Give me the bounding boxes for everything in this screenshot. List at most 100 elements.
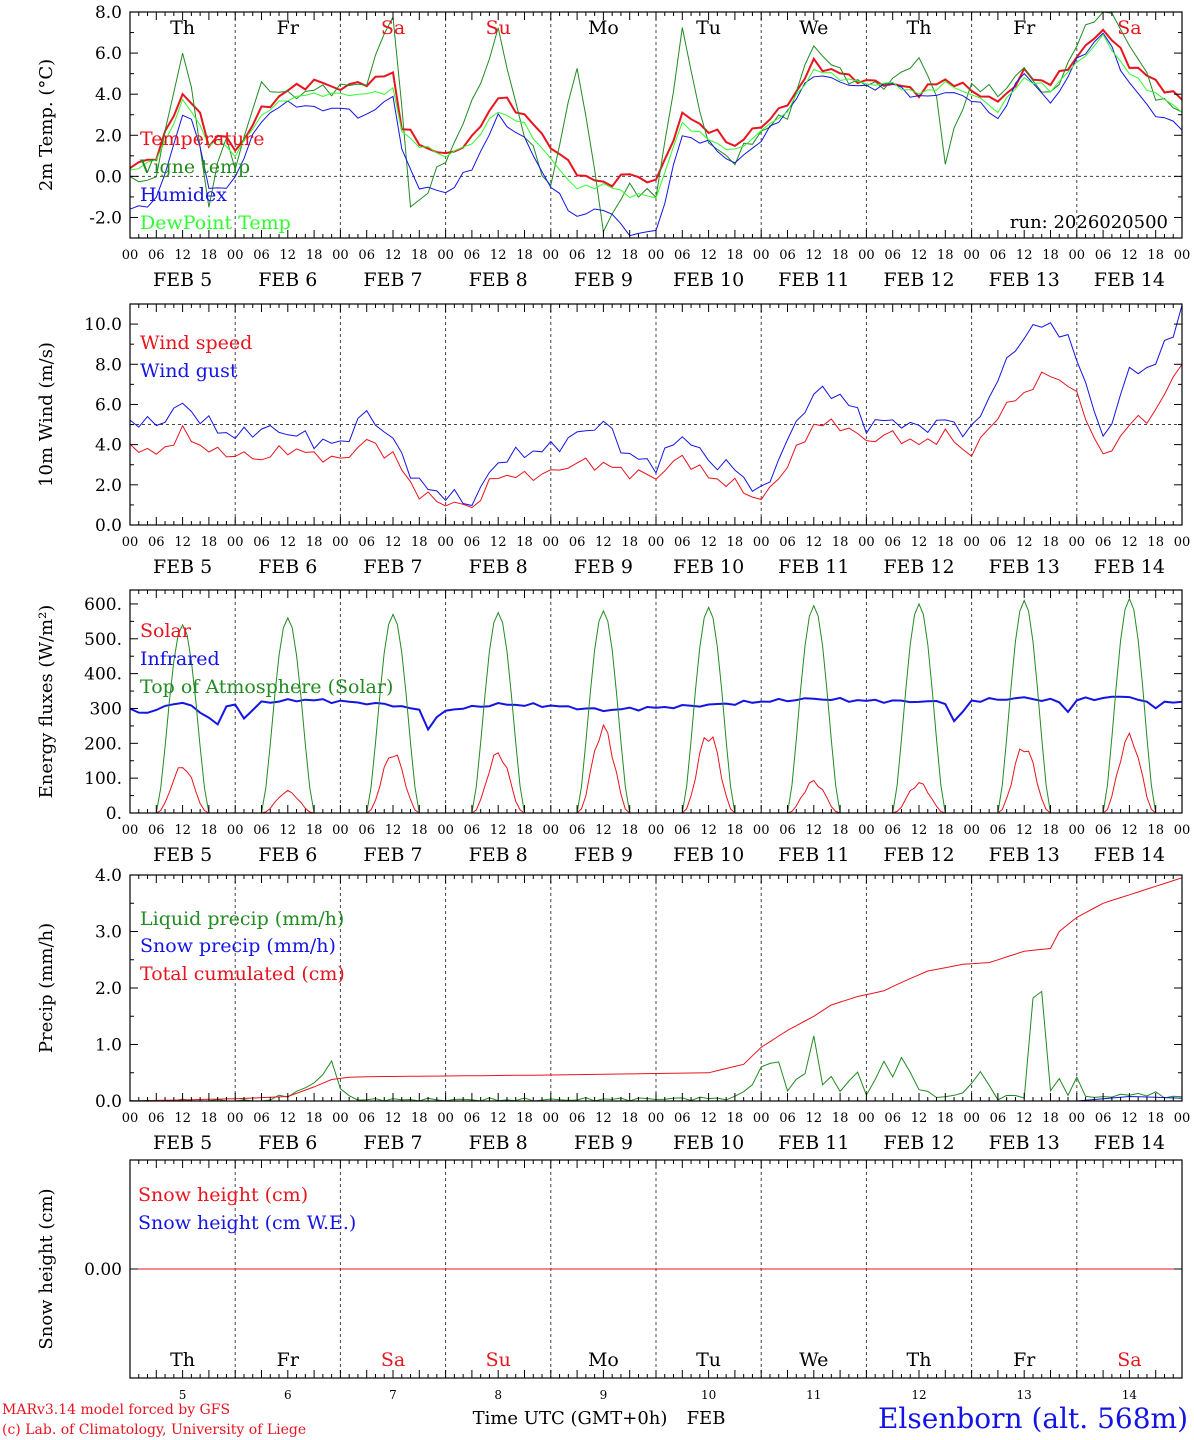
hour-label: 18 <box>1147 1111 1164 1126</box>
y-axis-label: Precip (mm/h) <box>36 923 57 1053</box>
hour-label: 18 <box>201 535 218 550</box>
hour-label: 06 <box>1095 1111 1112 1126</box>
hour-label: 18 <box>516 823 533 838</box>
date-label: FEB 6 <box>258 556 317 578</box>
weekday-label-bottom: Tu <box>696 1349 721 1371</box>
hour-label: 06 <box>1095 535 1112 550</box>
hour-label: 00 <box>227 248 244 263</box>
temp-panel <box>129 11 1183 239</box>
date-label: FEB 9 <box>574 269 633 291</box>
hour-label: 00 <box>543 823 560 838</box>
weekday-label-top: Tu <box>696 17 721 39</box>
hour-label: 12 <box>490 535 507 550</box>
y-tick-label: 3.0 <box>95 923 122 943</box>
energy-panel <box>129 589 1183 814</box>
line-infrared <box>129 695 1183 732</box>
hour-label: 00 <box>122 248 139 263</box>
legend-infrared: Infrared <box>140 648 220 670</box>
weekday-label-top: Th <box>907 17 932 39</box>
hour-label: 00 <box>437 1111 454 1126</box>
hour-label: 12 <box>595 1111 612 1126</box>
hour-label: 18 <box>306 823 323 838</box>
hour-label: 18 <box>937 535 954 550</box>
hour-label: 06 <box>779 248 796 263</box>
weekday-label-bottom: We <box>799 1349 828 1371</box>
hour-label: 12 <box>806 1111 823 1126</box>
line-wind-speed <box>129 364 1183 509</box>
line-total-cumulated <box>129 877 1183 1102</box>
date-label: FEB 14 <box>1094 1132 1165 1154</box>
hour-label: 18 <box>516 535 533 550</box>
legend-snow-precip: Snow precip (mm/h) <box>140 935 336 957</box>
hour-label: 18 <box>621 248 638 263</box>
y-tick-label: -2.0 <box>89 208 122 228</box>
hour-label: 18 <box>937 1111 954 1126</box>
hour-label: 06 <box>148 1111 165 1126</box>
hour-label: 06 <box>253 248 270 263</box>
hour-label: 00 <box>648 248 665 263</box>
hour-label: 12 <box>595 248 612 263</box>
hour-label: 12 <box>700 248 717 263</box>
hour-label: 06 <box>674 535 691 550</box>
hour-label: 12 <box>174 823 191 838</box>
hour-label: 18 <box>1147 248 1164 263</box>
hour-label: 00 <box>858 823 875 838</box>
y-tick-label: 2.0 <box>95 979 122 999</box>
hour-label: 18 <box>411 1111 428 1126</box>
y-tick-label: 0.00 <box>84 1260 122 1280</box>
hour-label: 18 <box>411 248 428 263</box>
date-label: FEB 7 <box>363 844 422 866</box>
hour-label: 12 <box>911 248 928 263</box>
day-number-label: 10 <box>701 1388 716 1402</box>
hour-label: 06 <box>464 248 481 263</box>
hour-label: 06 <box>569 535 586 550</box>
date-label: FEB 12 <box>883 844 954 866</box>
hour-label: 12 <box>490 248 507 263</box>
date-label: FEB 14 <box>1094 556 1165 578</box>
hour-label: 18 <box>832 535 849 550</box>
date-label: FEB 13 <box>989 556 1060 578</box>
legend-solar: Solar <box>140 620 192 642</box>
weekday-label-bottom: Fr <box>1013 1349 1036 1371</box>
day-number-label: 13 <box>1017 1388 1032 1402</box>
hour-label: 18 <box>411 823 428 838</box>
hour-label: 12 <box>1121 1111 1138 1126</box>
y-tick-label: 1.0 <box>95 1036 122 1056</box>
hour-label: 06 <box>990 1111 1007 1126</box>
hour-label: 12 <box>1016 535 1033 550</box>
date-label: FEB 5 <box>153 556 212 578</box>
hour-label: 18 <box>1042 248 1059 263</box>
hour-label: 12 <box>1016 248 1033 263</box>
line-wind-gust <box>129 305 1183 507</box>
legend-liquid-precip: Liquid precip (mm/h) <box>140 908 344 930</box>
hour-label: 18 <box>937 823 954 838</box>
hour-label: 12 <box>700 1111 717 1126</box>
hour-label: 06 <box>674 1111 691 1126</box>
hour-label: 00 <box>437 823 454 838</box>
date-label: FEB 11 <box>778 556 849 578</box>
hour-label: 00 <box>1069 823 1086 838</box>
run-label: run: 2026020500 <box>1010 212 1168 233</box>
hour-label: 00 <box>437 248 454 263</box>
hour-label: 12 <box>911 535 928 550</box>
hour-label: 00 <box>437 535 454 550</box>
footer-model: MARv3.14 model forced by GFS <box>2 1402 230 1418</box>
day-number-label: 11 <box>806 1388 821 1402</box>
hour-label: 00 <box>543 1111 560 1126</box>
y-tick-label: 200. <box>84 734 122 754</box>
date-label: FEB 10 <box>673 269 744 291</box>
legend-snow-height: Snow height (cm) <box>138 1184 308 1206</box>
hour-label: 18 <box>727 248 744 263</box>
hour-label: 00 <box>122 823 139 838</box>
hour-label: 12 <box>174 1111 191 1126</box>
hour-label: 06 <box>779 535 796 550</box>
y-tick-label: 300 <box>90 699 122 719</box>
hour-label: 12 <box>174 535 191 550</box>
hour-label: 06 <box>358 1111 375 1126</box>
hour-label: 06 <box>464 1111 481 1126</box>
hour-label: 00 <box>858 248 875 263</box>
date-label: FEB 9 <box>574 1132 633 1154</box>
hour-label: 18 <box>727 535 744 550</box>
day-number-label: 5 <box>179 1388 187 1402</box>
y-axis-label: Energy fluxes (W/m²) <box>36 605 57 799</box>
